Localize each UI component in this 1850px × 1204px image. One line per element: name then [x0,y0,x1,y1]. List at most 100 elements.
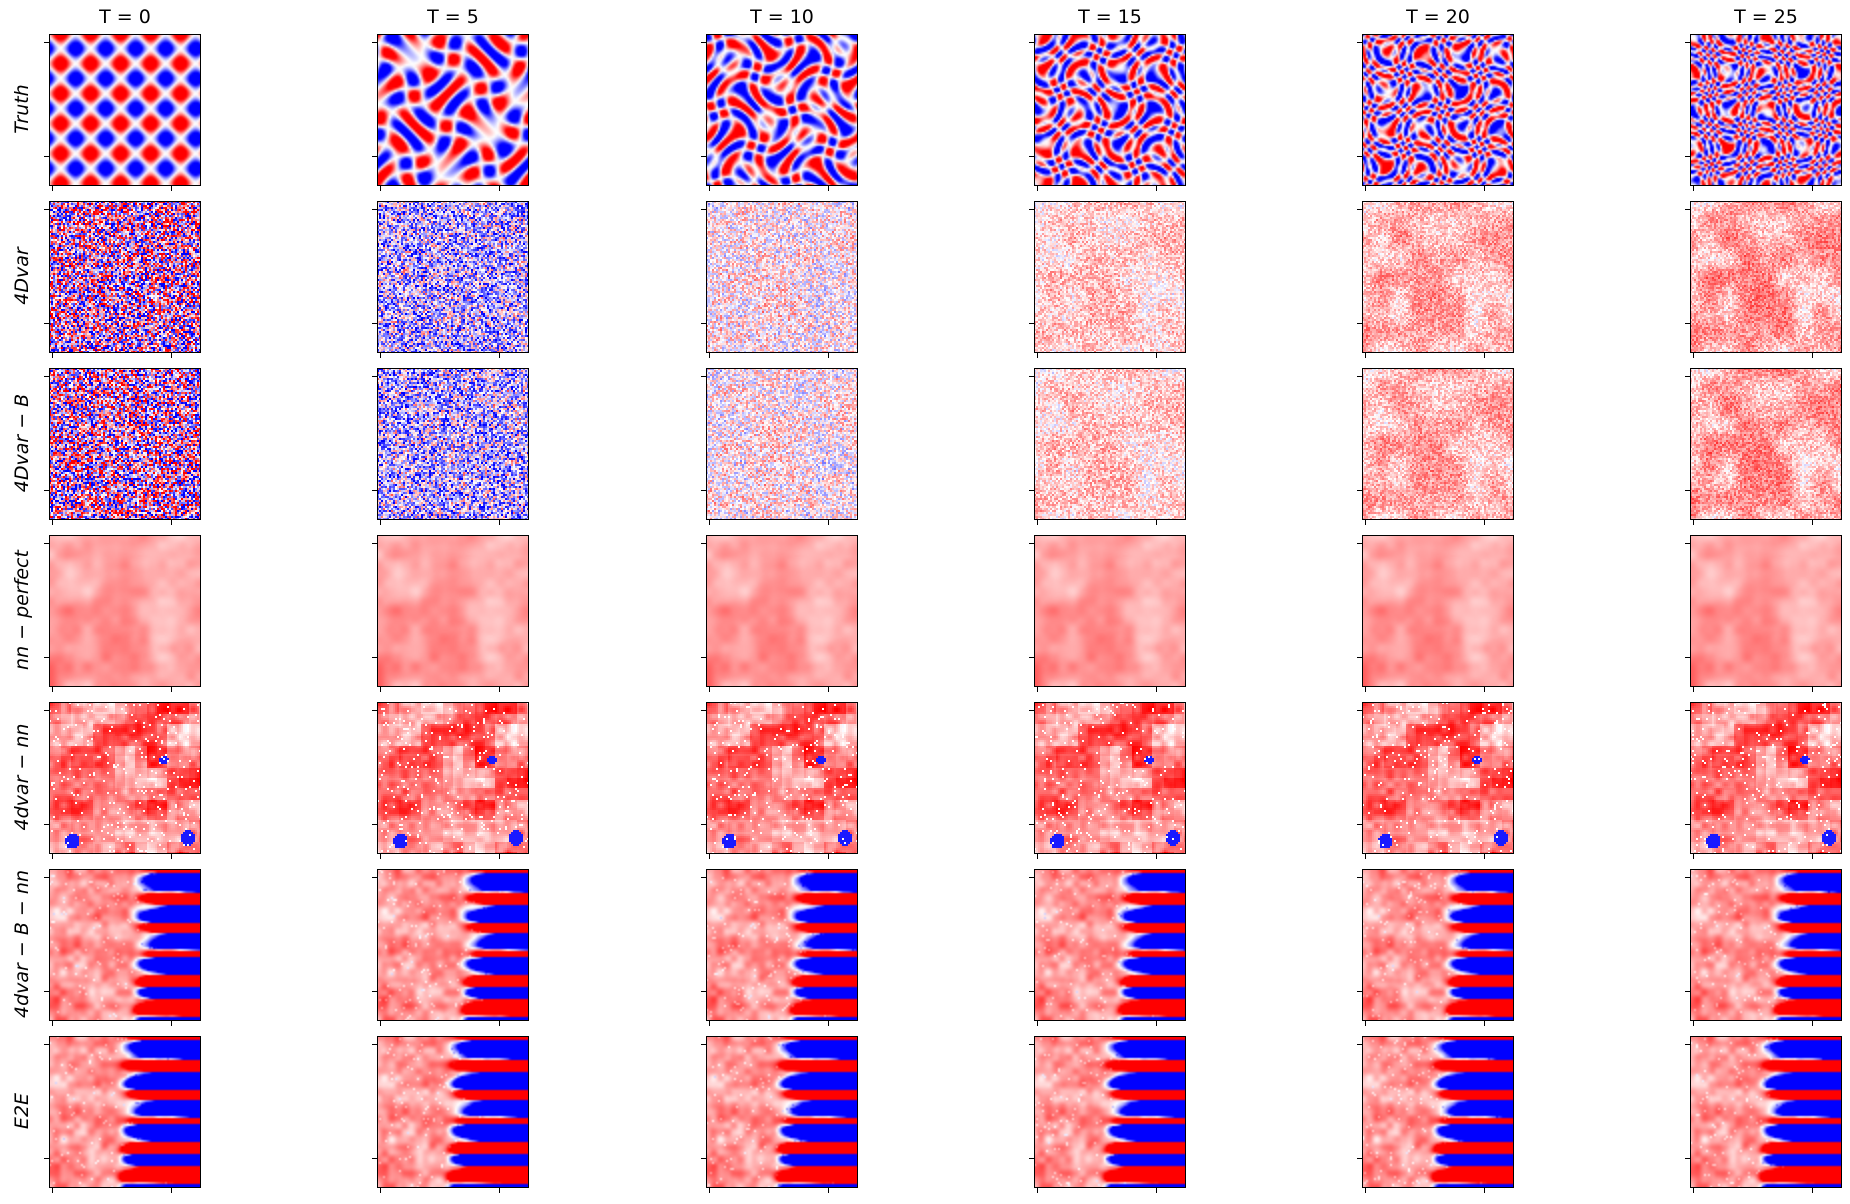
heatmap-panel [44,869,201,1026]
x-tick [709,687,711,692]
y-tick [1029,1043,1034,1045]
y-tick [701,155,706,157]
heatmap-panel [372,869,529,1026]
heatmap-image [1690,34,1842,186]
heatmap-image [377,702,529,854]
axes-frame [377,869,529,1021]
row-label: nn − perfect [11,550,33,670]
axes-frame [49,869,201,1021]
y-tick [701,709,706,711]
heatmap-image [1362,702,1514,854]
row-label: 4Dvar − B [11,393,33,493]
y-tick [1357,208,1362,210]
axes-frame [1362,702,1514,854]
x-tick [52,687,54,692]
heatmap-panel [44,535,201,692]
y-tick [701,542,706,544]
heatmap-panel [1357,869,1514,1026]
x-tick [170,520,172,525]
y-tick [44,542,49,544]
heatmap-panel [44,1036,201,1193]
heatmap-image [706,869,858,1021]
x-tick [498,1188,500,1193]
y-tick [44,489,49,491]
heatmap-image [377,368,529,520]
heatmap-image [49,201,201,353]
y-tick [1685,375,1690,377]
row-label: 4dvar − nn [11,723,33,831]
x-tick [52,1188,54,1193]
axes-frame [706,1036,858,1188]
heatmap-panel [44,201,201,358]
heatmap-image [1362,201,1514,353]
axes-frame [1690,869,1842,1021]
y-tick [1685,656,1690,658]
x-tick [1483,353,1485,358]
x-tick [52,520,54,525]
heatmap-panel [1685,535,1842,692]
y-tick [44,375,49,377]
x-tick [1693,186,1695,191]
y-tick [1685,1157,1690,1159]
y-tick [701,1157,706,1159]
heatmap-panel [372,535,529,692]
heatmap-image [1362,869,1514,1021]
y-tick [701,876,706,878]
x-tick [1155,1021,1157,1026]
heatmap-panel [1357,34,1514,191]
x-tick [1155,353,1157,358]
x-tick [170,687,172,692]
heatmap-image [706,34,858,186]
y-tick [372,1043,377,1045]
heatmap-panel [1685,34,1842,191]
axes-frame [377,34,529,186]
y-tick [372,41,377,43]
y-tick [44,709,49,711]
y-tick [1029,542,1034,544]
axes-frame [1690,535,1842,687]
heatmap-image [377,201,529,353]
y-tick [701,1043,706,1045]
y-tick [701,823,706,825]
heatmap-image [706,535,858,687]
heatmap-image [1362,535,1514,687]
y-tick [1029,1157,1034,1159]
heatmap-panel [701,201,858,358]
x-tick [1693,854,1695,859]
y-tick [1029,208,1034,210]
heatmap-panel [701,535,858,692]
y-tick [372,208,377,210]
column-title: T = 25 [1734,6,1798,28]
axes-frame [1034,201,1186,353]
y-tick [1685,155,1690,157]
row-label: 4dvar − B − nn [11,870,33,1018]
heatmap-panel [44,702,201,859]
x-tick [827,186,829,191]
axes-frame [1690,702,1842,854]
y-tick [1029,375,1034,377]
x-tick [1365,353,1367,358]
x-tick [1037,1188,1039,1193]
heatmap-image [706,702,858,854]
x-tick [709,186,711,191]
axes-frame [377,702,529,854]
x-tick [709,1188,711,1193]
y-tick [1029,990,1034,992]
y-tick [44,1157,49,1159]
y-tick [372,656,377,658]
x-tick [1155,687,1157,692]
y-tick [1357,41,1362,43]
x-tick [170,1188,172,1193]
axes-frame [49,368,201,520]
heatmap-image [49,34,201,186]
heatmap-image [49,535,201,687]
y-tick [701,208,706,210]
y-tick [44,876,49,878]
heatmap-image [49,869,201,1021]
x-tick [1483,1188,1485,1193]
x-tick [827,1188,829,1193]
heatmap-panel [1357,702,1514,859]
axes-frame [1362,1036,1514,1188]
x-tick [1037,1021,1039,1026]
x-tick [709,520,711,525]
